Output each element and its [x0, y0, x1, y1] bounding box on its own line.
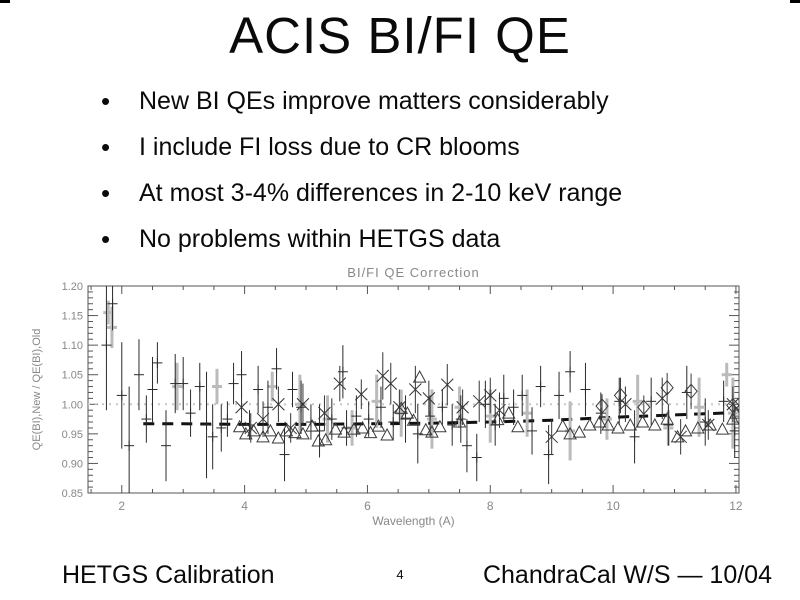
bullet-text: At most 3-4% differences in 2-10 keV ran… [139, 178, 623, 207]
bullet-icon: • [101, 178, 111, 208]
footer-right-text: ChandraCal W/S — 10/04 [482, 561, 772, 589]
svg-text:10: 10 [606, 499, 620, 513]
svg-text:1.20: 1.20 [62, 281, 83, 293]
bullet-text: No problems within HETGS data [139, 224, 501, 253]
corner-mark [790, 0, 800, 3]
svg-text:1.00: 1.00 [62, 399, 83, 411]
model-dashed-line [143, 411, 736, 426]
svg-text:0.85: 0.85 [62, 488, 83, 500]
svg-text:8: 8 [487, 499, 494, 513]
svg-text:1.05: 1.05 [62, 370, 83, 382]
series-meg-cross-errorbars [235, 352, 739, 455]
corner-mark [0, 0, 10, 3]
bullet-icon: • [101, 224, 111, 254]
svg-text:0.95: 0.95 [62, 429, 83, 441]
bullet-icon: • [101, 86, 111, 116]
bullet-item: • No problems within HETGS data [101, 216, 622, 262]
bullet-text: I include FI loss due to CR blooms [139, 132, 520, 161]
svg-text:4: 4 [241, 499, 248, 513]
axes-frame [87, 285, 740, 494]
series-fi-triangle [232, 370, 739, 447]
series-diamond-points [595, 372, 739, 420]
svg-text:12: 12 [729, 499, 743, 513]
footer-left-text: HETGS Calibration [62, 561, 275, 589]
bullet-text: New BI QEs improve matters considerably [139, 86, 609, 115]
bullet-icon: • [101, 132, 111, 162]
page-number: 4 [396, 567, 404, 582]
svg-text:2: 2 [118, 499, 125, 513]
plot-data [88, 286, 739, 493]
y-axis-label: QE(BI),New / QE(BI),Old [31, 329, 43, 451]
bullet-item: • New BI QEs improve matters considerabl… [101, 78, 622, 124]
chart-title: BI/FI QE Correction [347, 265, 479, 280]
bullet-list: • New BI QEs improve matters considerabl… [101, 78, 622, 262]
axis-ticks [88, 285, 739, 494]
bullet-item: • I include FI loss due to CR blooms [101, 124, 622, 170]
svg-text:1.10: 1.10 [62, 340, 83, 352]
x-axis-label: Wavelength (A) [372, 514, 454, 528]
series-old-correction-gray-errorbars [103, 300, 738, 461]
series-heg-plus-errorbars [101, 286, 739, 493]
bullet-item: • At most 3-4% differences in 2-10 keV r… [101, 170, 622, 216]
svg-text:6: 6 [364, 499, 371, 513]
svg-text:1.15: 1.15 [62, 311, 83, 323]
slide-title: ACIS BI/FI QE [229, 7, 571, 64]
svg-text:0.90: 0.90 [62, 458, 83, 470]
